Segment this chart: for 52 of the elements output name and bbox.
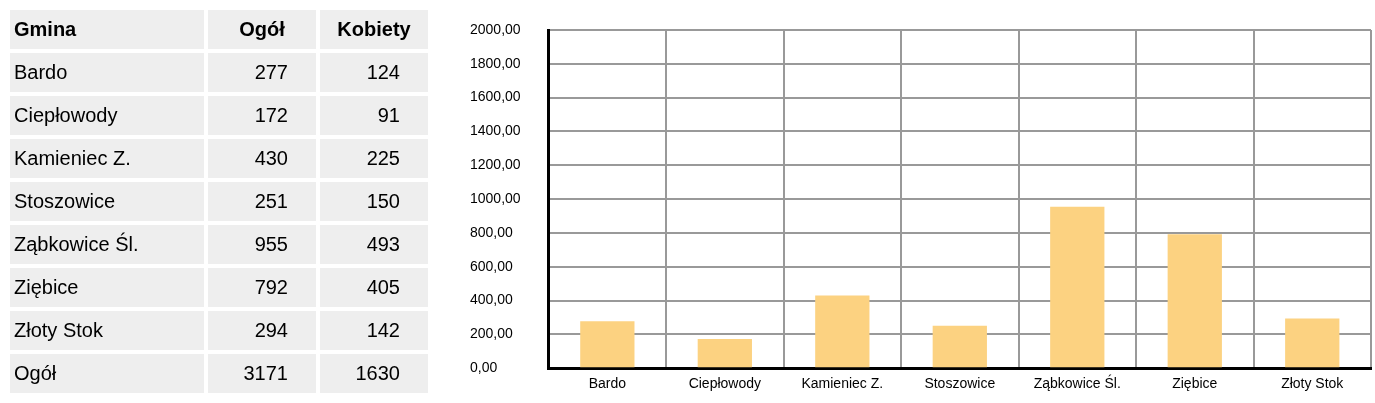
y-tick-label: 600,00: [470, 257, 514, 274]
bar: [580, 321, 635, 368]
y-tick-label: 1200,00: [470, 156, 521, 173]
x-tick-label: Bardo: [588, 375, 627, 392]
category-label: Ogół: [10, 354, 204, 393]
series-label: Kobiety: [320, 10, 428, 49]
y-tick-label: 1000,00: [470, 189, 521, 206]
x-tick-label: Ząbkowice Śl.: [1033, 374, 1121, 392]
data-label: 493: [320, 225, 428, 264]
y-tick-label: 1400,00: [470, 122, 521, 139]
data-label: 225: [320, 139, 428, 178]
text: Gmina: [10, 10, 204, 49]
data-label: 124: [320, 53, 428, 92]
x-tick-label: Złoty Stok: [1281, 375, 1345, 392]
data-label: 172: [208, 96, 316, 135]
y-tick-label: 400,00: [470, 291, 514, 308]
data-label: 91: [320, 96, 428, 135]
y-tick-label: 0,00: [470, 359, 498, 376]
data-label: 142: [320, 311, 428, 350]
x-tick-label: Stoszowice: [924, 375, 996, 392]
x-tick-label: Ziębice: [1172, 375, 1218, 392]
x-tick-label: Ciepłowody: [688, 375, 762, 392]
category-label: Złoty Stok: [10, 311, 204, 350]
category-label: Bardo: [10, 53, 204, 92]
data-label: 277: [208, 53, 316, 92]
data-label: 792: [208, 268, 316, 307]
bar: [1050, 206, 1105, 368]
data-label: 294: [208, 311, 316, 350]
data-label: 405: [320, 268, 428, 307]
category-label: Kamieniec Z.: [10, 139, 204, 178]
data-label: 955: [208, 225, 316, 264]
data-label: 251: [208, 182, 316, 221]
data-label: 150: [320, 182, 428, 221]
bar: [932, 325, 987, 368]
y-tick-label: 1800,00: [470, 54, 521, 71]
category-label: Stoszowice: [10, 182, 204, 221]
series-label: Ogół: [208, 10, 316, 49]
category-label: Ciepłowody: [10, 96, 204, 135]
bar: [697, 339, 752, 368]
y-tick-label: 800,00: [470, 223, 514, 240]
bar: [1285, 318, 1340, 368]
y-tick-label: 2000,00: [470, 20, 521, 37]
data-label: 430: [208, 139, 316, 178]
category-label: Ziębice: [10, 268, 204, 307]
category-label: Ząbkowice Śl.: [10, 225, 204, 264]
bar: [815, 295, 870, 368]
data-label: 3171: [208, 354, 316, 393]
y-tick-label: 1600,00: [470, 88, 521, 105]
y-tick-label: 200,00: [470, 325, 514, 342]
data-label: 1630: [320, 354, 428, 393]
x-tick-label: Kamieniec Z.: [801, 375, 884, 392]
bar: [1167, 234, 1222, 368]
